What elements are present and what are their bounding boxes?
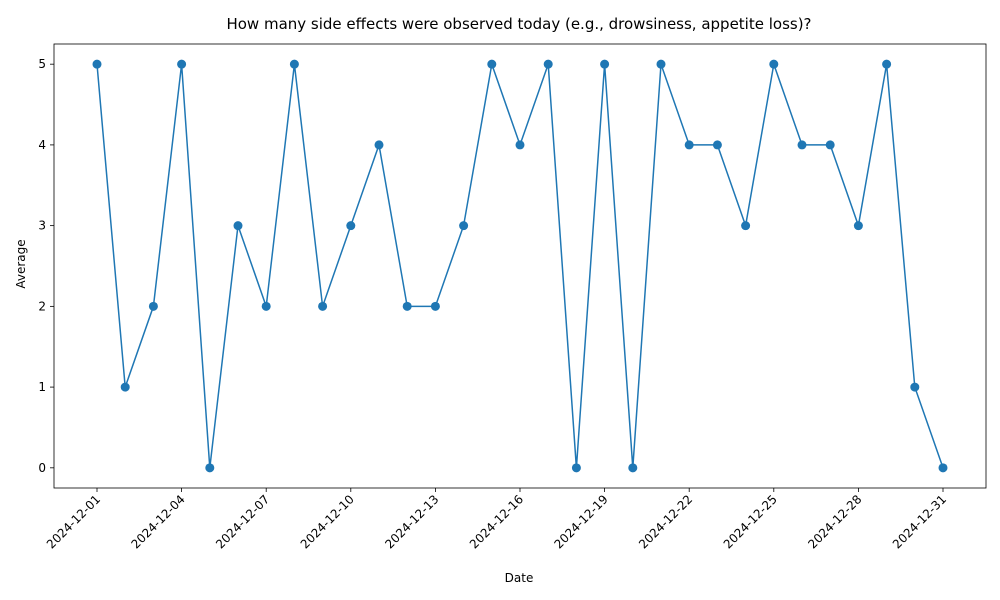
y-tick-label: 5 (38, 57, 46, 71)
data-point (628, 463, 638, 473)
series-line (96, 61, 944, 469)
x-tick-label: 2024-12-25 (721, 492, 780, 551)
data-point (205, 463, 215, 473)
data-point (92, 59, 102, 69)
data-point (430, 301, 440, 311)
data-point (402, 301, 412, 311)
data-point (233, 221, 243, 231)
data-point (656, 59, 666, 69)
y-tick-label: 0 (38, 461, 46, 475)
data-point (177, 59, 187, 69)
x-axis-label: Date (505, 571, 534, 585)
data-point (741, 221, 751, 231)
data-point (938, 463, 948, 473)
data-point (148, 301, 158, 311)
data-point (910, 382, 920, 392)
plot-area: 0 1 2 3 4 5 2024-12-01 2024-12-04 2024-12-07 2024… (38, 43, 987, 551)
data-point (346, 221, 356, 231)
x-tick-label: 2024-12-19 (552, 492, 611, 551)
chart-title: How many side effects were observed toda… (226, 15, 811, 33)
data-point (459, 221, 469, 231)
x-tick-label: 2024-12-16 (467, 492, 526, 551)
data-point (769, 59, 779, 69)
x-tick-label: 2024-12-04 (129, 492, 188, 551)
y-tick-label: 4 (38, 138, 46, 152)
x-tick-label: 2024-12-22 (636, 492, 695, 551)
x-tick-label: 2024-12-07 (213, 492, 272, 551)
data-point (825, 140, 835, 150)
data-point (515, 140, 525, 150)
data-point (120, 382, 130, 392)
data-point (289, 59, 299, 69)
x-tick-label: 2024-12-01 (44, 492, 103, 551)
data-point (261, 301, 271, 311)
y-tick-label: 2 (38, 299, 46, 313)
y-tick-label: 1 (38, 380, 46, 394)
x-tick-label: 2024-12-10 (298, 492, 357, 551)
plot-frame (53, 43, 987, 489)
data-point (374, 140, 384, 150)
x-tick-label: 2024-12-28 (805, 492, 864, 551)
y-tick-label: 3 (38, 219, 46, 233)
y-axis-label: Average (14, 239, 28, 288)
data-point (571, 463, 581, 473)
data-point (853, 221, 863, 231)
data-point (882, 59, 892, 69)
x-tick-label: 2024-12-13 (382, 492, 441, 551)
data-point (712, 140, 722, 150)
data-point (600, 59, 610, 69)
data-point (543, 59, 553, 69)
data-point (318, 301, 328, 311)
data-point (797, 140, 807, 150)
x-tick-label: 2024-12-31 (890, 492, 949, 551)
data-point (487, 59, 497, 69)
data-point (684, 140, 694, 150)
